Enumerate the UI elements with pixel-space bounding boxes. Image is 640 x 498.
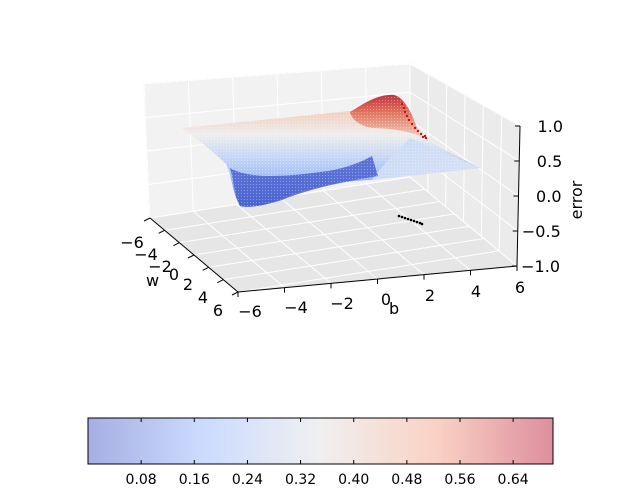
w-tick-mark [217,279,224,284]
w-tick-label: −2 [148,257,172,276]
projected-point [409,218,413,222]
colorbar-body [87,417,554,465]
w-tick-label: 2 [183,275,193,294]
z-tick-label: −1.0 [521,257,560,276]
colorbar-ticks: 0.08 0.16 0.24 0.32 0.40 0.48 0.56 0.64 [126,418,529,488]
surface-stipple [182,96,480,207]
projected-point [415,220,419,224]
colorbar-tick-label: 0.16 [179,472,210,488]
z-tick-label: −0.5 [522,222,561,241]
descent-point [402,106,406,110]
grid-line-z [409,120,519,197]
b-tick-label: −6 [238,302,262,321]
projected-point [420,222,424,226]
descent-point [403,110,407,114]
descent-point [410,122,414,126]
projected-point [403,216,407,220]
w-tick-mark [187,254,195,259]
projected-point [397,214,401,218]
error-surface [182,94,480,207]
colorbar-tick-label: 0.40 [338,472,369,488]
grid-line-z [143,63,411,85]
b-tick-label: 0 [381,290,391,309]
z-tick-label: 0.0 [536,187,561,206]
descent-point [419,132,423,136]
colorbar: 0.08 0.16 0.24 0.32 0.40 0.48 0.56 0.64 [87,417,554,488]
w-tick-mark [143,217,151,222]
grid-line-z [409,176,518,267]
colorbar-tick-label: 0.56 [444,472,475,488]
projected-path [397,214,424,226]
z-ticks: 1.0 0.5 0.0 −0.5 −1.0 [512,117,563,276]
descent-point [400,102,404,106]
projected-point [412,219,416,223]
b-tick-label: 2 [425,286,435,305]
grid-line-b [236,203,332,284]
b-tick-label: −2 [330,294,354,313]
descent-point [424,136,428,140]
descent-point [421,135,425,139]
colorbar-tick-label: 0.32 [285,472,316,488]
grid-line-b [193,210,285,289]
grid-line-z [409,63,521,127]
w-tick-mark [231,291,239,296]
descent-point [407,118,411,122]
descent-point [413,126,417,130]
grid-line-b [323,190,425,276]
colorbar-tick-label: 0.64 [498,472,529,488]
projected-point [406,217,410,221]
b-axis-label: b [389,299,399,318]
b-tick-label: −4 [284,298,308,317]
projected-point [418,221,422,225]
w-tick-label: 6 [213,301,223,320]
w-axis-label: w [146,271,159,290]
b-tick-label: 6 [515,278,525,297]
descent-path [400,102,428,140]
grid-line-w [237,250,499,293]
error-axis-label: error [567,180,586,219]
w-tick-label: 0 [169,265,179,284]
grid-line-z [409,91,520,162]
z-tick-label: 0.5 [537,152,562,171]
colorbar-tick-label: 0.24 [232,472,263,488]
grid-line-b [366,183,471,271]
grid-line-z [145,91,411,118]
descent-point [416,129,420,133]
colorbar-tick-label: 0.08 [126,472,157,488]
w-tick-label: 4 [198,288,208,307]
descent-point [423,134,427,138]
w-tick-label: −6 [120,233,144,252]
b-tick-label: 4 [471,282,481,301]
w-tick-label: −4 [134,245,158,264]
colorbar-tick-label: 0.48 [391,472,422,488]
b-ticks: −6 −4 −2 0 2 4 6 [237,266,525,321]
grid-line-b [279,197,378,280]
descent-point [405,114,409,118]
projected-point [400,215,404,219]
z-tick-label: 1.0 [538,117,563,136]
w-tick-mark [202,266,209,271]
w-tick-mark [173,242,180,247]
w-tick-mark [158,229,165,234]
